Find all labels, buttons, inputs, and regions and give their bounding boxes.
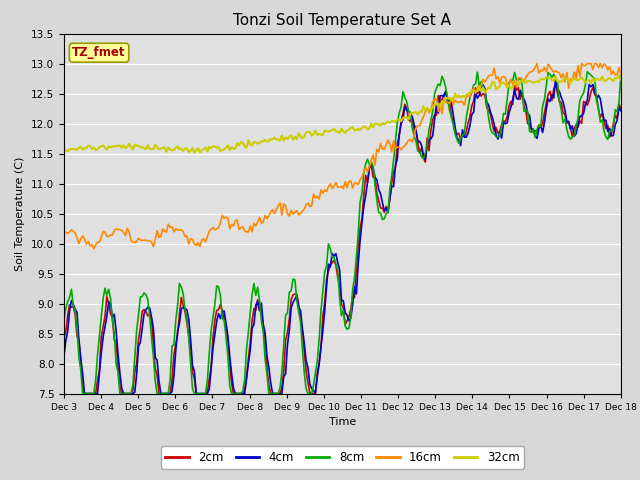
8cm [394, 120, 401, 125]
32cm [191, 150, 198, 156]
16cm [531, 65, 539, 71]
8cm [403, 98, 410, 104]
16cm [533, 60, 541, 66]
4cm [531, 133, 539, 139]
4cm [81, 391, 88, 396]
Line: 32cm: 32cm [64, 75, 621, 153]
Title: Tonzi Soil Temperature Set A: Tonzi Soil Temperature Set A [234, 13, 451, 28]
2cm [62, 328, 70, 334]
16cm [568, 77, 576, 83]
2cm [403, 105, 410, 111]
8cm [79, 391, 86, 396]
Legend: 2cm, 4cm, 8cm, 16cm, 32cm: 2cm, 4cm, 8cm, 16cm, 32cm [161, 446, 524, 469]
8cm [392, 139, 399, 144]
16cm [60, 229, 68, 235]
32cm [394, 117, 401, 122]
8cm [566, 136, 574, 142]
32cm [615, 72, 623, 78]
Y-axis label: Soil Temperature (C): Soil Temperature (C) [15, 156, 26, 271]
4cm [62, 337, 70, 343]
16cm [617, 72, 625, 77]
Line: 16cm: 16cm [64, 63, 621, 249]
4cm [394, 156, 401, 161]
2cm [394, 141, 401, 146]
8cm [531, 134, 539, 140]
32cm [403, 114, 410, 120]
2cm [81, 391, 88, 396]
32cm [531, 79, 539, 85]
16cm [392, 146, 399, 152]
Line: 8cm: 8cm [64, 72, 621, 394]
32cm [617, 77, 625, 83]
4cm [617, 108, 625, 114]
8cm [60, 316, 68, 322]
4cm [403, 108, 410, 113]
2cm [60, 335, 68, 341]
2cm [531, 128, 539, 133]
32cm [566, 80, 574, 86]
Line: 2cm: 2cm [64, 84, 621, 394]
8cm [584, 69, 591, 74]
4cm [392, 163, 399, 168]
16cm [90, 246, 98, 252]
Line: 4cm: 4cm [64, 79, 621, 394]
32cm [392, 119, 399, 125]
2cm [568, 133, 576, 139]
2cm [617, 106, 625, 111]
8cm [617, 73, 625, 79]
X-axis label: Time: Time [329, 417, 356, 427]
2cm [552, 82, 559, 87]
16cm [62, 229, 70, 235]
Text: TZ_fmet: TZ_fmet [72, 46, 126, 59]
2cm [392, 164, 399, 170]
8cm [62, 305, 70, 311]
16cm [403, 141, 410, 146]
32cm [62, 147, 70, 153]
4cm [552, 76, 559, 82]
4cm [568, 123, 576, 129]
16cm [394, 144, 401, 150]
4cm [60, 353, 68, 359]
32cm [60, 149, 68, 155]
